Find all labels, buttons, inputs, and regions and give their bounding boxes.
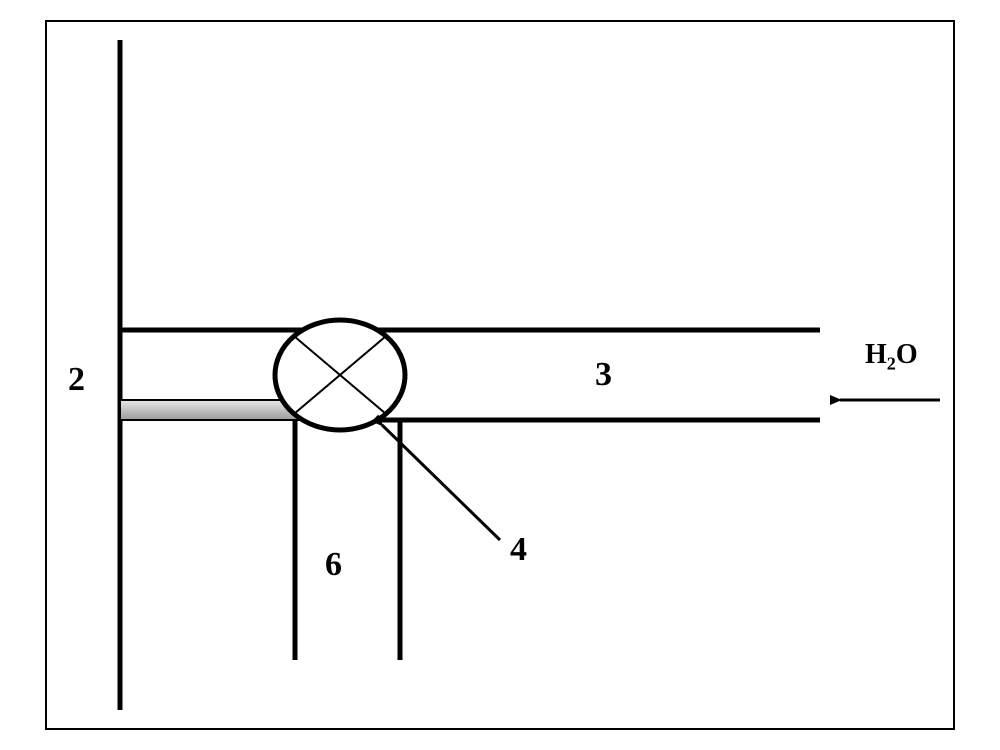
label-4: 4 — [510, 531, 527, 569]
h2o-h: H — [865, 339, 887, 370]
label-3: 3 — [595, 356, 612, 394]
h2o-o: O — [896, 339, 918, 370]
h2o-sub: 2 — [887, 354, 896, 374]
diagram-frame — [45, 20, 955, 730]
label-h2o: H2O — [865, 339, 918, 371]
label-6: 6 — [325, 546, 342, 584]
label-2: 2 — [68, 361, 85, 399]
